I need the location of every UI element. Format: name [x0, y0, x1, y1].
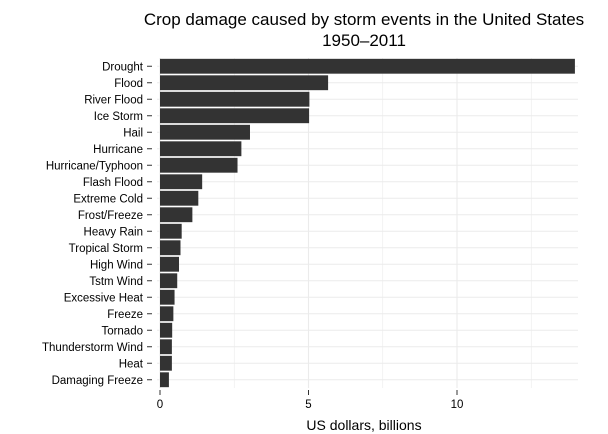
bar	[160, 124, 250, 140]
bar	[160, 223, 182, 239]
category-label: River Flood	[84, 94, 143, 106]
bar	[160, 322, 173, 338]
bar	[160, 157, 238, 173]
category-label: Ice Storm	[94, 111, 143, 123]
category-label: Tstm Wind	[89, 276, 143, 288]
x-tick-label: 5	[305, 399, 311, 411]
bar	[160, 207, 193, 223]
bar	[160, 306, 174, 322]
bar	[160, 289, 175, 305]
category-label: Heat	[119, 358, 144, 370]
bar	[160, 339, 172, 355]
bar	[160, 108, 310, 124]
category-label: Tropical Storm	[69, 243, 143, 255]
category-label: Flood	[114, 78, 143, 90]
category-label: Hurricane	[93, 144, 143, 156]
category-label: Excessive Heat	[64, 292, 144, 304]
category-label: Extreme Cold	[73, 193, 143, 205]
bar	[160, 75, 329, 91]
category-label: Flash Flood	[83, 177, 143, 189]
grid-lines	[157, 58, 578, 388]
bars	[160, 58, 575, 388]
category-label: Frost/Freeze	[78, 210, 143, 222]
chart-title-line-2: 1950–2011	[322, 31, 406, 50]
category-labels: Drought Flood River Flood Ice Storm Hail Hurr…	[42, 61, 152, 387]
category-label: Freeze	[107, 309, 143, 321]
category-label: Drought	[102, 61, 144, 73]
bar	[160, 174, 203, 190]
bar	[160, 256, 180, 272]
bar	[160, 273, 178, 289]
category-label: Heavy Rain	[84, 226, 143, 238]
chart-title-line-1: Crop damage caused by storm events in th…	[144, 10, 584, 29]
category-label: High Wind	[90, 259, 143, 271]
bar	[160, 91, 310, 107]
x-ticks: 0 5 10	[157, 390, 464, 411]
category-label: Damaging Freeze	[52, 375, 143, 387]
x-axis-title: US dollars, billions	[306, 417, 421, 433]
bar	[160, 141, 242, 157]
bar	[160, 190, 199, 206]
bar	[160, 58, 575, 74]
x-tick-label: 0	[157, 399, 163, 411]
bar	[160, 240, 181, 256]
bar	[160, 372, 169, 388]
category-label: Thunderstorm Wind	[42, 342, 143, 354]
bar	[160, 355, 172, 371]
category-label: Tornado	[101, 325, 143, 337]
x-tick-label: 10	[451, 399, 464, 411]
category-label: Hurricane/Typhoon	[46, 160, 143, 172]
category-label: Hail	[123, 127, 143, 139]
